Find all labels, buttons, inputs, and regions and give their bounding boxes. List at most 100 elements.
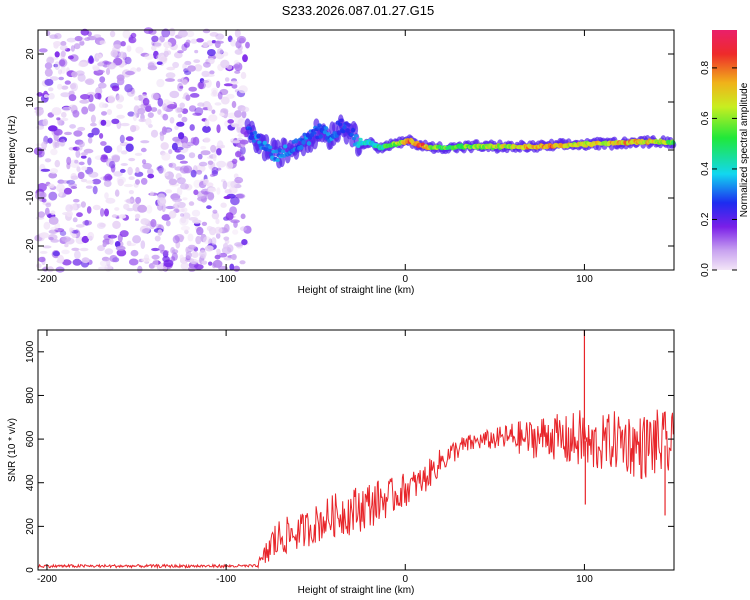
noise-blob — [128, 176, 135, 181]
noise-blob — [128, 157, 136, 162]
noise-blob — [180, 183, 189, 190]
noise-blob — [192, 112, 202, 116]
noise-blob — [60, 180, 70, 184]
noise-blob — [143, 27, 154, 34]
colorbar-tick-label: 0.8 — [700, 61, 711, 75]
noise-blob — [179, 165, 190, 174]
noise-blob — [231, 100, 237, 109]
ridge-core — [318, 134, 323, 139]
ridge-core — [317, 123, 322, 127]
noise-blob — [92, 185, 98, 195]
noise-blob — [104, 208, 109, 217]
noise-blob — [70, 159, 80, 168]
noise-blob — [79, 247, 89, 252]
noise-blob — [71, 71, 78, 78]
noise-blob — [87, 231, 95, 241]
noise-blob — [196, 226, 204, 236]
noise-blob — [134, 152, 143, 156]
noise-blob — [96, 222, 106, 229]
noise-blob — [230, 219, 240, 224]
noise-blob — [198, 161, 208, 167]
noise-blob — [216, 124, 221, 134]
noise-blob — [120, 150, 128, 155]
ridge-core — [252, 130, 258, 135]
noise-blob — [127, 111, 135, 117]
noise-blob — [162, 113, 169, 121]
noise-blob — [240, 146, 246, 155]
noise-blob — [152, 258, 159, 268]
noise-blob — [72, 258, 82, 266]
noise-blob — [37, 211, 46, 218]
ridge-core — [283, 144, 288, 149]
noise-blob — [157, 229, 163, 236]
noise-blob — [206, 205, 212, 210]
ridge-core — [271, 149, 276, 154]
noise-blob — [184, 229, 189, 235]
noise-blob — [165, 220, 171, 227]
noise-blob — [230, 196, 240, 206]
noise-blob — [200, 145, 207, 150]
noise-blob — [56, 183, 65, 193]
noise-blob — [144, 254, 150, 262]
noise-blob — [220, 96, 230, 105]
noise-blob — [176, 121, 185, 127]
noise-blob — [239, 260, 246, 265]
noise-blob — [234, 242, 244, 247]
noise-blob — [207, 160, 214, 166]
noise-blob — [71, 247, 79, 251]
noise-blob — [233, 265, 241, 272]
ridge-core — [256, 133, 261, 139]
ridge-core — [342, 125, 347, 130]
noise-blob — [112, 220, 121, 229]
noise-blob — [201, 221, 208, 226]
noise-blob — [57, 83, 63, 90]
noise-blob — [111, 214, 118, 218]
noise-blob — [140, 177, 148, 185]
noise-blob — [231, 123, 240, 128]
noise-blob — [203, 179, 208, 186]
noise-blob — [54, 159, 61, 168]
noise-blob — [222, 51, 229, 57]
noise-blob — [35, 143, 42, 147]
noise-blob — [201, 260, 208, 265]
x-tick-label: 0 — [402, 574, 408, 585]
noise-blob — [174, 125, 179, 131]
noise-blob — [224, 189, 232, 194]
noise-blob — [127, 243, 136, 247]
noise-blob — [67, 55, 74, 60]
snr-y-label: SNR (10 * v/v) — [7, 418, 18, 482]
noise-blob — [66, 179, 76, 185]
ridge-core — [345, 128, 350, 133]
noise-blob — [187, 233, 194, 242]
noise-blob — [194, 64, 203, 72]
noise-blob — [54, 51, 60, 58]
noise-blob — [49, 168, 59, 174]
ridge-core — [293, 138, 299, 144]
noise-blob — [90, 122, 97, 127]
noise-blob — [73, 43, 81, 50]
noise-blob — [199, 249, 207, 259]
noise-blob — [87, 157, 92, 166]
noise-blob — [116, 145, 123, 153]
noise-blob — [165, 78, 175, 82]
noise-blob — [150, 107, 158, 112]
colorbar-gradient — [712, 30, 737, 270]
noise-blob — [113, 57, 123, 66]
noise-blob — [165, 72, 176, 79]
noise-blob — [176, 146, 184, 151]
noise-blob — [70, 186, 78, 189]
noise-blob — [181, 108, 189, 114]
ridge-core — [337, 122, 343, 127]
noise-blob — [145, 204, 153, 214]
noise-blob — [185, 39, 191, 45]
noise-blob — [126, 45, 132, 52]
ridge-core — [301, 139, 306, 145]
noise-blob — [192, 219, 202, 224]
noise-blob — [56, 138, 64, 143]
noise-blob — [72, 217, 78, 223]
noise-blob — [240, 213, 246, 220]
spectrogram-y-ticks: -20 -10 0 10 20 — [25, 48, 674, 253]
noise-blob — [96, 53, 103, 60]
noise-blob — [50, 148, 58, 156]
